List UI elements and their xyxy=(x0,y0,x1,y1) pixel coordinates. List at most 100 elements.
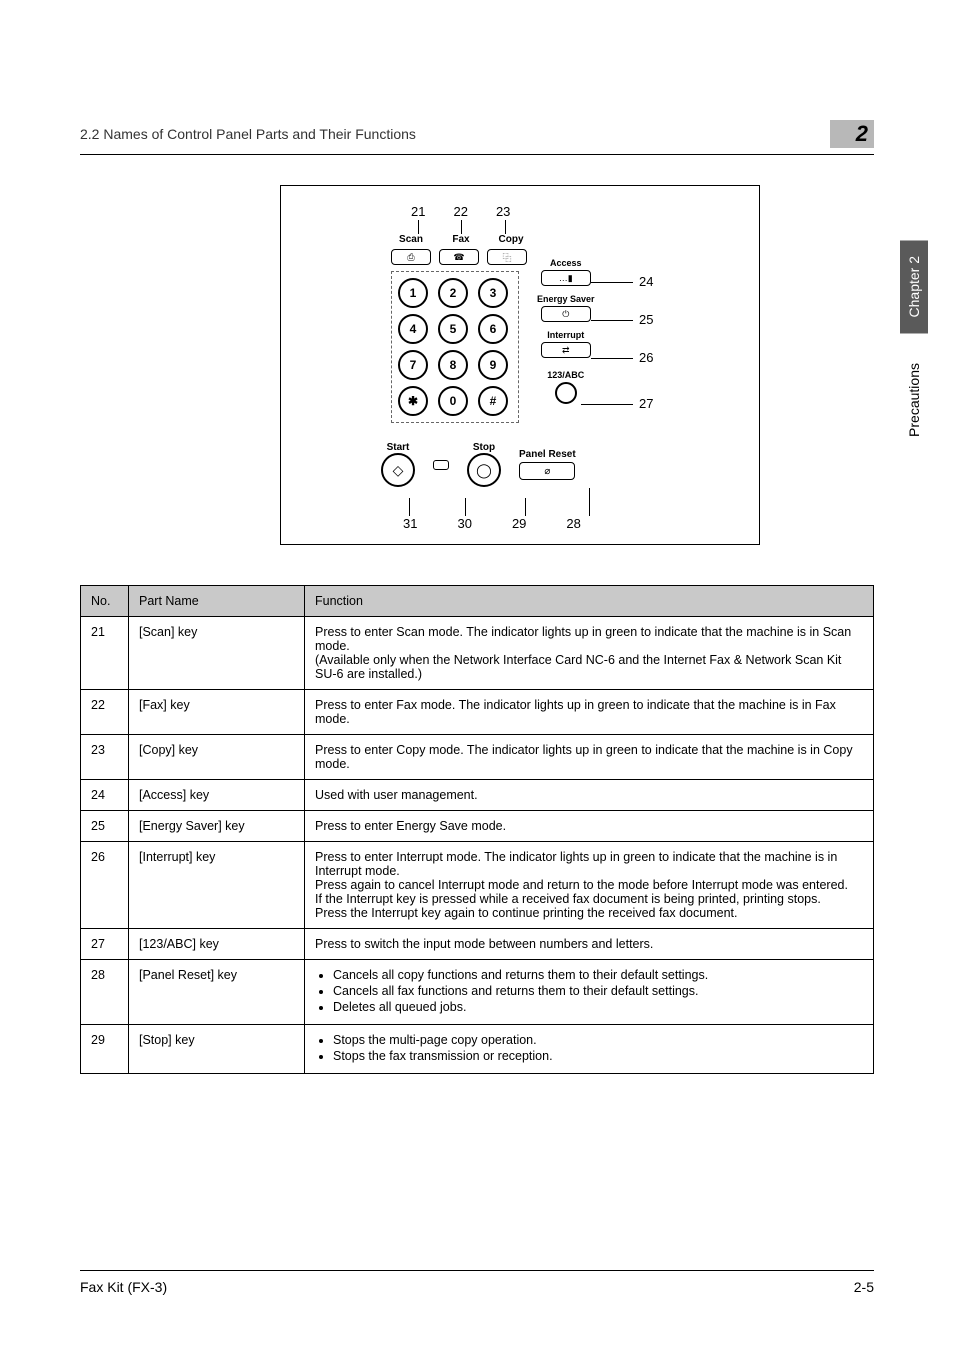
fax-button[interactable]: ☎ xyxy=(439,249,479,265)
key-6[interactable]: 6 xyxy=(478,314,508,344)
function-bullet: Deletes all queued jobs. xyxy=(333,1000,863,1014)
cell-function: Cancels all copy functions and returns t… xyxy=(305,960,874,1025)
cell-no: 29 xyxy=(81,1025,129,1074)
figure-bottom-callouts: 31 30 29 28 xyxy=(403,516,581,531)
callout-31: 31 xyxy=(403,516,417,531)
table-header-row: No. Part Name Function xyxy=(81,586,874,617)
key-4[interactable]: 4 xyxy=(398,314,428,344)
key-1[interactable]: 1 xyxy=(398,278,428,308)
side-tab-chapter: Chapter 2 xyxy=(900,240,928,333)
cell-function: Press to enter Copy mode. The indicator … xyxy=(305,735,874,780)
cell-no: 24 xyxy=(81,780,129,811)
callout-25: 25 xyxy=(639,312,653,327)
table-row: 29[Stop] keyStops the multi-page copy op… xyxy=(81,1025,874,1074)
energy-saver-label: Energy Saver xyxy=(537,294,595,304)
table-row: 23[Copy] keyPress to enter Copy mode. Th… xyxy=(81,735,874,780)
key-7[interactable]: 7 xyxy=(398,350,428,380)
cell-function: Stops the multi-page copy operation. Stop… xyxy=(305,1025,874,1074)
indicator-led xyxy=(433,460,449,470)
cell-no: 25 xyxy=(81,811,129,842)
start-label: Start xyxy=(387,442,410,453)
leader-line xyxy=(591,282,633,283)
copy-button[interactable]: ⿻ xyxy=(487,249,527,265)
key-star[interactable]: ✱ xyxy=(398,386,428,416)
chapter-chip: 2 xyxy=(830,120,874,148)
table-row: 27[123/ABC] keyPress to switch the input… xyxy=(81,929,874,960)
cell-function: Press to switch the input mode between n… xyxy=(305,929,874,960)
callout-26: 26 xyxy=(639,350,653,365)
key-2[interactable]: 2 xyxy=(438,278,468,308)
key-0[interactable]: 0 xyxy=(438,386,468,416)
tick xyxy=(525,498,526,516)
cell-function: Press to enter Scan mode. The indicator … xyxy=(305,617,874,690)
col-no: No. xyxy=(81,586,129,617)
numeric-keypad: 1 2 3 4 5 6 7 8 9 ✱ 0 # xyxy=(391,271,519,423)
key-5[interactable]: 5 xyxy=(438,314,468,344)
footer-left: Fax Kit (FX-3) xyxy=(80,1279,167,1295)
stop-label: Stop xyxy=(473,442,495,453)
scan-button[interactable]: ⎙ xyxy=(391,249,431,265)
energy-saver-button[interactable]: ⏻ xyxy=(541,306,591,322)
cell-part-name: [Panel Reset] key xyxy=(129,960,305,1025)
mode-label-scan: Scan xyxy=(391,234,431,245)
col-part-name: Part Name xyxy=(129,586,305,617)
cell-no: 26 xyxy=(81,842,129,929)
mode-label-copy: Copy xyxy=(491,234,531,245)
cell-function: Press to enter Fax mode. The indicator l… xyxy=(305,690,874,735)
leader-line xyxy=(591,320,633,321)
callout-21: 21 xyxy=(411,204,425,219)
cell-function: Press to enter Interrupt mode. The indic… xyxy=(305,842,874,929)
right-button-column: Access …▮ Energy Saver ⏻ Interrupt ⇄ 123… xyxy=(537,258,595,404)
table-row: 25[Energy Saver] keyPress to enter Energ… xyxy=(81,811,874,842)
table-row: 21[Scan] keyPress to enter Scan mode. Th… xyxy=(81,617,874,690)
panel-reset-label: Panel Reset xyxy=(519,449,576,460)
access-button[interactable]: …▮ xyxy=(541,270,591,286)
key-3[interactable]: 3 xyxy=(478,278,508,308)
mode-label-fax: Fax xyxy=(441,234,481,245)
callout-24: 24 xyxy=(639,274,653,289)
table-row: 28[Panel Reset] keyCancels all copy func… xyxy=(81,960,874,1025)
cell-part-name: [Scan] key xyxy=(129,617,305,690)
cell-part-name: [Access] key xyxy=(129,780,305,811)
panel-reset-button[interactable]: ⌀ xyxy=(519,462,575,480)
side-tabs: Chapter 2 Precautions xyxy=(900,240,928,453)
cell-no: 23 xyxy=(81,735,129,780)
key-8[interactable]: 8 xyxy=(438,350,468,380)
start-button[interactable]: ◇ xyxy=(381,453,415,487)
cell-part-name: [123/ABC] key xyxy=(129,929,305,960)
function-bullet: Cancels all fax functions and returns th… xyxy=(333,984,863,998)
cell-part-name: [Copy] key xyxy=(129,735,305,780)
tick xyxy=(409,498,410,516)
cell-no: 22 xyxy=(81,690,129,735)
page-header: 2.2 Names of Control Panel Parts and The… xyxy=(80,120,874,155)
footer-right: 2-5 xyxy=(854,1279,874,1295)
function-bullet: Cancels all copy functions and returns t… xyxy=(333,968,863,982)
123abc-label: 123/ABC xyxy=(547,370,584,380)
tick xyxy=(589,488,590,516)
interrupt-button[interactable]: ⇄ xyxy=(541,342,591,358)
function-bullet: Stops the multi-page copy operation. xyxy=(333,1033,863,1047)
123abc-button[interactable] xyxy=(555,382,577,404)
interrupt-label: Interrupt xyxy=(547,330,584,340)
tick xyxy=(461,220,462,234)
function-bullet: Stops the fax transmission or reception. xyxy=(333,1049,863,1063)
stop-button[interactable]: ◯ xyxy=(467,453,501,487)
callout-27: 27 xyxy=(639,396,653,411)
key-hash[interactable]: # xyxy=(478,386,508,416)
cell-function: Press to enter Energy Save mode. xyxy=(305,811,874,842)
access-label: Access xyxy=(550,258,582,268)
leader-line xyxy=(581,404,633,405)
tick xyxy=(505,220,506,234)
key-9[interactable]: 9 xyxy=(478,350,508,380)
cell-part-name: [Fax] key xyxy=(129,690,305,735)
control-panel-figure: 21 22 23 Scan Fax Copy ⎙ ☎ ⿻ 1 2 3 4 5 6… xyxy=(280,185,760,545)
callout-29: 29 xyxy=(512,516,526,531)
page-footer: Fax Kit (FX-3) 2-5 xyxy=(80,1270,874,1295)
col-function: Function xyxy=(305,586,874,617)
cell-part-name: [Energy Saver] key xyxy=(129,811,305,842)
figure-top-callouts: 21 22 23 xyxy=(411,204,510,219)
table-row: 26[Interrupt] keyPress to enter Interrup… xyxy=(81,842,874,929)
cell-function: Used with user management. xyxy=(305,780,874,811)
side-tab-group: Precautions xyxy=(900,347,928,453)
table-row: 24[Access] keyUsed with user management. xyxy=(81,780,874,811)
